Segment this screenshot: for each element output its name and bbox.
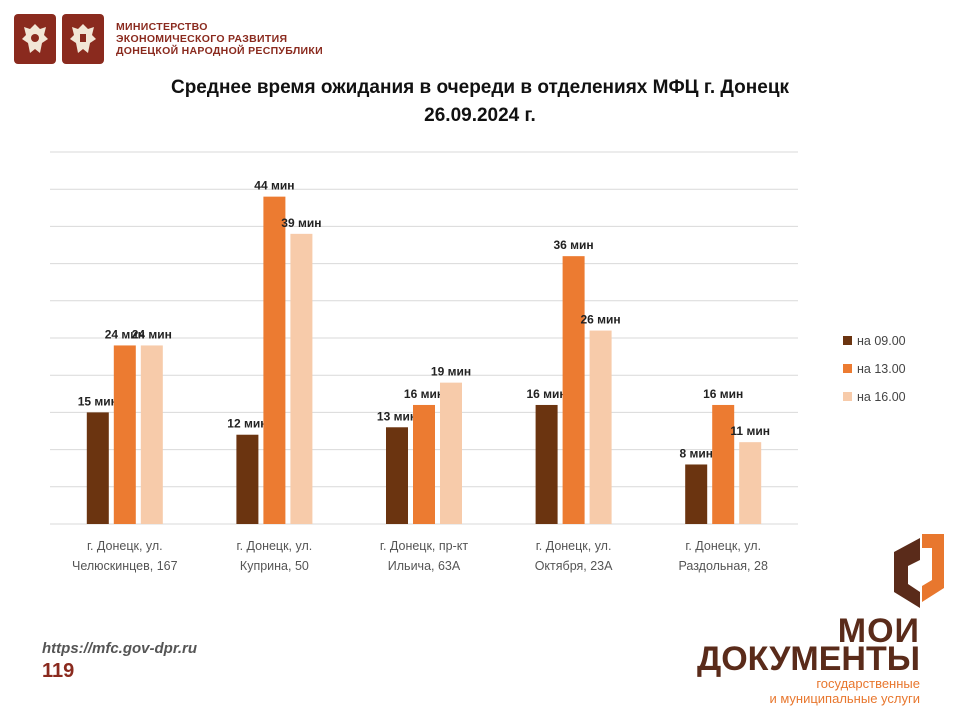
x-tick-label: г. Донецк, ул. xyxy=(87,539,163,553)
bar xyxy=(263,196,286,524)
data-label: 36 мин xyxy=(554,238,594,252)
x-tick-label: Куприна, 50 xyxy=(240,559,309,573)
legend-swatch xyxy=(843,364,852,373)
legend-swatch xyxy=(843,392,852,401)
x-tick-label: Челюскинцев, 167 xyxy=(72,559,178,573)
data-label: 16 мин xyxy=(404,387,444,401)
footer-url[interactable]: https://mfc.gov-dpr.ru xyxy=(42,640,197,657)
x-tick-label: г. Донецк, ул. xyxy=(685,539,761,553)
data-label: 13 мин xyxy=(377,409,417,423)
brand-documents: ДОКУМЕНТЫ xyxy=(696,640,920,678)
legend-label: на 09.00 xyxy=(857,334,906,348)
mfc-logo-icon xyxy=(894,534,944,608)
legend-label: на 13.00 xyxy=(857,362,906,376)
data-label: 16 мин xyxy=(527,387,567,401)
brand-moi: МОИ xyxy=(837,612,920,650)
page-number: 119 xyxy=(42,660,75,682)
bar xyxy=(386,427,408,524)
chart-subtitle: 26.09.2024 г. xyxy=(424,105,536,126)
x-tick-label: Октября, 23А xyxy=(535,559,613,573)
brand-subtitle-line: и муниципальные услуги xyxy=(769,691,920,706)
bar xyxy=(589,330,612,524)
data-label: 8 мин xyxy=(679,446,713,460)
legend-label: на 16.00 xyxy=(857,390,906,404)
bar xyxy=(440,382,462,524)
russia-emblem-icon xyxy=(14,14,56,64)
data-label: 15 мин xyxy=(78,394,118,408)
header: МИНИСТЕРСТВО ЭКОНОМИЧЕСКОГО РАЗВИТИЯ ДОН… xyxy=(14,14,323,64)
bar xyxy=(562,256,585,524)
x-tick-label: Ильича, 63А xyxy=(388,559,461,573)
data-label: 44 мин xyxy=(254,179,294,193)
ministry-line: ЭКОНОМИЧЕСКОГО РАЗВИТИЯ xyxy=(116,33,288,45)
bar xyxy=(113,345,136,524)
ministry-line: ДОНЕЦКОЙ НАРОДНОЙ РЕСПУБЛИКИ xyxy=(116,45,323,57)
brand-subtitle-line: государственные xyxy=(816,676,920,691)
bar xyxy=(739,442,762,524)
bar xyxy=(236,434,259,524)
data-label: 24 мин xyxy=(105,327,145,341)
data-label: 24 мин xyxy=(132,327,172,341)
bar xyxy=(535,404,558,524)
bar xyxy=(290,233,313,524)
chart-title-block: Среднее время ожидания в очереди в отдел… xyxy=(0,74,960,130)
data-label: 16 мин xyxy=(703,387,743,401)
bar xyxy=(86,412,109,524)
x-tick-label: Раздольная, 28 xyxy=(678,559,767,573)
data-label: 11 мин xyxy=(730,424,770,438)
ministry-name: МИНИСТЕРСТВО ЭКОНОМИЧЕСКОГО РАЗВИТИЯ ДОН… xyxy=(116,21,323,57)
brand-subtitle: государственные и муниципальные услуги xyxy=(769,676,920,706)
x-tick-label: г. Донецк, ул. xyxy=(237,539,313,553)
bar xyxy=(712,404,735,524)
bar xyxy=(140,345,163,524)
dpr-emblem-icon xyxy=(62,14,104,64)
legend-swatch xyxy=(843,336,852,345)
bar xyxy=(685,464,708,524)
ministry-line: МИНИСТЕРСТВО xyxy=(116,21,208,33)
data-label: 26 мин xyxy=(581,313,621,327)
bar xyxy=(413,404,435,524)
x-tick-label: г. Донецк, ул. xyxy=(536,539,612,553)
data-label: 19 мин xyxy=(431,365,471,379)
x-tick-label: г. Донецк, пр-кт xyxy=(380,539,468,553)
data-label: 39 мин xyxy=(281,216,321,230)
chart-title: Среднее время ожидания в очереди в отдел… xyxy=(170,77,790,98)
data-label: 12 мин xyxy=(227,417,267,431)
